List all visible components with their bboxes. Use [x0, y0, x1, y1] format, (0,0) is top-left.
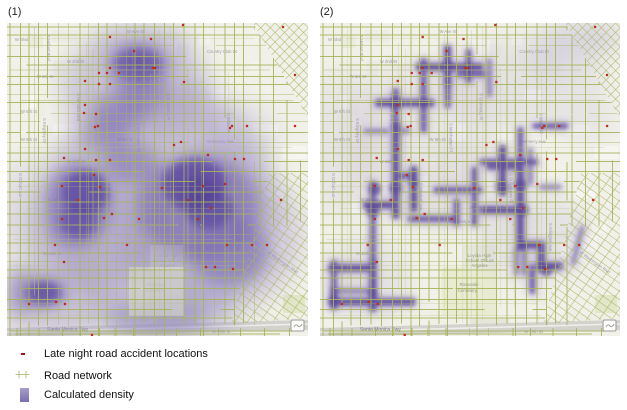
svg-text:Angeles: Angeles [471, 263, 488, 268]
svg-text:Rosedale: Rosedale [460, 282, 479, 287]
svg-text:School Of Los: School Of Los [466, 258, 495, 263]
svg-text:Gramercy Ave: Gramercy Ave [519, 139, 546, 144]
svg-text:W 20th St: W 20th St [524, 329, 543, 334]
svg-text:Cemetery: Cemetery [458, 288, 478, 293]
svg-text:W Ave St: W Ave St [440, 29, 458, 34]
svg-text:Loyola High: Loyola High [468, 253, 492, 258]
svg-text:W Blvd: W Blvd [15, 37, 29, 42]
svg-text:W Blvd: W Blvd [328, 37, 342, 42]
svg-text:Santa Monica Fwy: Santa Monica Fwy [360, 327, 401, 333]
svg-text:Country Club Dr: Country Club Dr [207, 49, 238, 54]
svg-text:W 20th St: W 20th St [212, 329, 231, 334]
svg-text:S Hobart Blvd: S Hobart Blvd [359, 35, 364, 62]
svg-text:S Hobart Blvd: S Hobart Blvd [46, 35, 51, 62]
svg-text:S Kingsley Dr: S Kingsley Dr [42, 118, 47, 144]
svg-text:W 2nd St: W 2nd St [380, 59, 398, 64]
